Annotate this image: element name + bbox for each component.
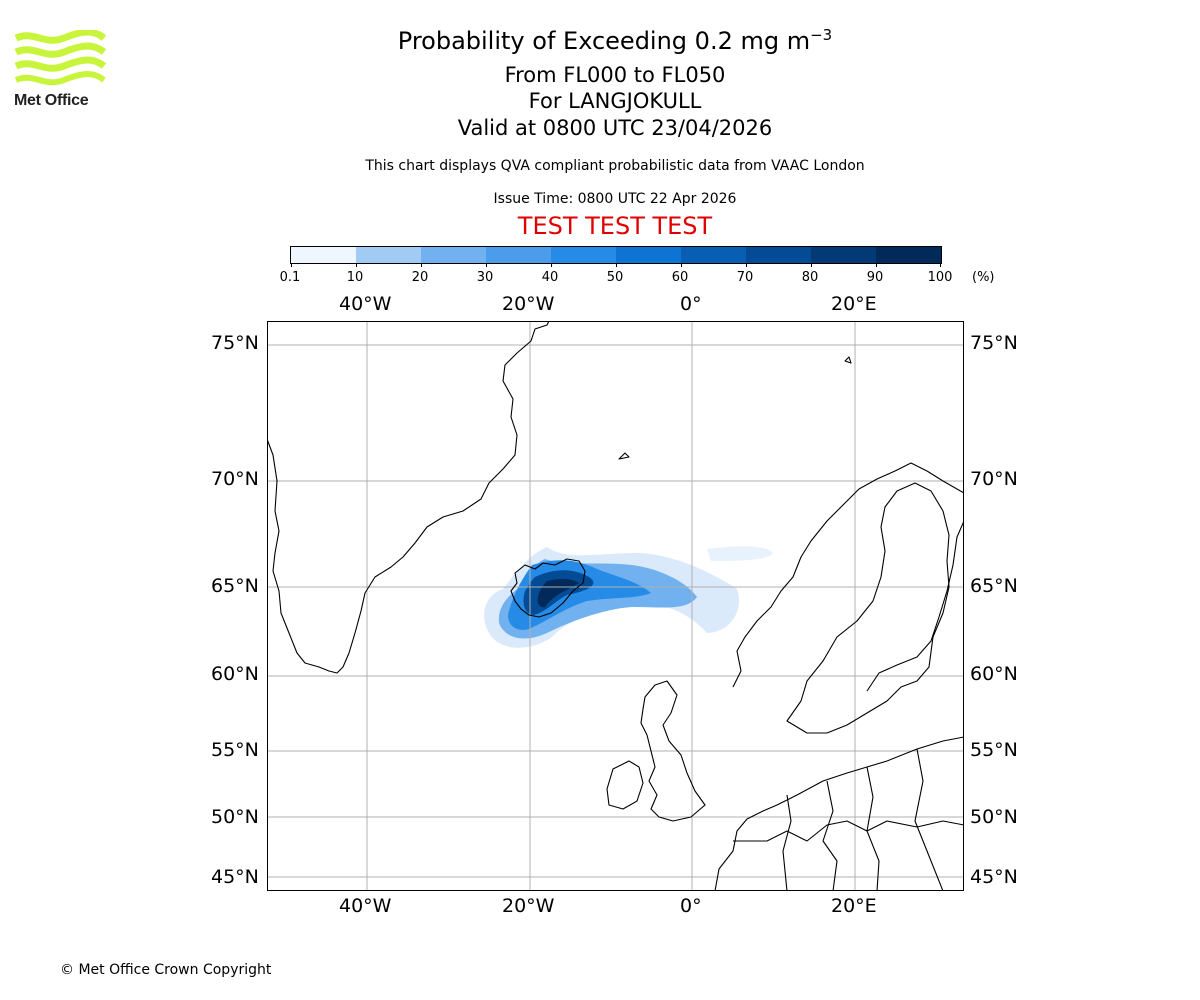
- title-exponent: −3: [810, 26, 833, 44]
- colorbar-label: 90: [866, 270, 884, 285]
- colorbar-label: 20: [411, 270, 429, 285]
- europe-borders: [733, 748, 964, 891]
- colorbar-segment: [876, 247, 941, 263]
- lat-label-left: 50°N: [211, 806, 259, 828]
- svalbard-island: [844, 356, 852, 364]
- logo-text: Met Office: [14, 92, 89, 109]
- colorbar-segment: [746, 247, 811, 263]
- colorbar-label: 70: [736, 270, 754, 285]
- title-prefix: Probability of Exceeding 0.2 mg m: [397, 27, 811, 55]
- lat-label-left: 65°N: [211, 575, 259, 597]
- map-frame: [267, 321, 964, 891]
- colorbar-segment: [356, 247, 421, 263]
- colorbar-tick: [551, 263, 552, 267]
- colorbar-tick: [421, 263, 422, 267]
- colorbar-segment: [291, 247, 356, 263]
- colorbar-tick: [876, 263, 877, 267]
- lon-label-top: 40°W: [339, 293, 392, 315]
- colorbar-unit: (%): [972, 270, 995, 285]
- lon-label-bottom: 40°W: [339, 895, 392, 917]
- colorbar-segment: [616, 247, 681, 263]
- colorbar-label: 50: [606, 270, 624, 285]
- colorbar-label: 40: [541, 270, 559, 285]
- lat-label-left: 55°N: [211, 739, 259, 761]
- colorbar-segment: [421, 247, 486, 263]
- lat-label-left: 75°N: [211, 332, 259, 354]
- colorbar-tick: [940, 263, 941, 267]
- jan-mayen-island: [618, 452, 630, 460]
- graticule: [267, 321, 964, 891]
- lat-label-right: 65°N: [970, 575, 1018, 597]
- colorbar-tick: [616, 263, 617, 267]
- lat-label-left: 45°N: [211, 866, 259, 888]
- location-title: For LANGJOKULL: [528, 89, 702, 113]
- colorbar-tick: [486, 263, 487, 267]
- test-banner: TEST TEST TEST: [517, 212, 713, 240]
- issue-time: Issue Time: 0800 UTC 22 Apr 2026: [493, 191, 737, 207]
- lon-label-top: 20°E: [831, 293, 877, 315]
- disclaimer-text: This chart displays QVA compliant probab…: [365, 158, 865, 174]
- met-office-logo: [14, 30, 106, 86]
- lat-label-left: 60°N: [211, 663, 259, 685]
- europe-coast: [714, 736, 964, 891]
- lon-label-bottom: 20°W: [502, 895, 555, 917]
- colorbar-segment: [681, 247, 746, 263]
- greenland-coast: [267, 321, 550, 674]
- colorbar-label: 80: [801, 270, 819, 285]
- coastlines: [267, 321, 964, 891]
- lat-label-right: 45°N: [970, 866, 1018, 888]
- colorbar-tick: [746, 263, 747, 267]
- map: [267, 321, 964, 891]
- lon-label-top: 20°W: [502, 293, 555, 315]
- lat-label-right: 70°N: [970, 468, 1018, 490]
- colorbar-tick: [356, 263, 357, 267]
- colorbar-segment: [551, 247, 616, 263]
- finland-coast: [866, 520, 964, 692]
- valid-time: Valid at 0800 UTC 23/04/2026: [457, 116, 773, 140]
- norway-sweden-coast: [732, 462, 964, 688]
- lat-label-right: 75°N: [970, 332, 1018, 354]
- colorbar-label: 100: [927, 270, 953, 285]
- colorbar-label: 0.1: [279, 270, 301, 285]
- colorbar-tick: [291, 263, 292, 267]
- chart-title: Probability of Exceeding 0.2 mg m−3: [230, 26, 1000, 55]
- colorbar: [290, 246, 942, 267]
- britain-coast: [640, 680, 706, 822]
- lat-label-right: 60°N: [970, 663, 1018, 685]
- iceland-coast: [510, 558, 586, 618]
- lat-label-right: 55°N: [970, 739, 1018, 761]
- lat-label-right: 50°N: [970, 806, 1018, 828]
- lon-label-bottom: 0°: [680, 895, 702, 917]
- colorbar-tick: [681, 263, 682, 267]
- copyright: © Met Office Crown Copyright: [60, 962, 272, 978]
- probability-plume: [484, 546, 773, 648]
- colorbar-label: 10: [346, 270, 364, 285]
- colorbar-label: 30: [476, 270, 494, 285]
- scandinavia-interior: [786, 482, 950, 734]
- lat-label-left: 70°N: [211, 468, 259, 490]
- colorbar-label: 60: [671, 270, 689, 285]
- lon-label-top: 0°: [680, 293, 702, 315]
- colorbar-tick: [811, 263, 812, 267]
- ireland-coast: [606, 760, 644, 810]
- lon-label-bottom: 20°E: [831, 895, 877, 917]
- colorbar-segment: [486, 247, 551, 263]
- flight-levels: From FL000 to FL050: [504, 63, 726, 87]
- colorbar-segment: [811, 247, 876, 263]
